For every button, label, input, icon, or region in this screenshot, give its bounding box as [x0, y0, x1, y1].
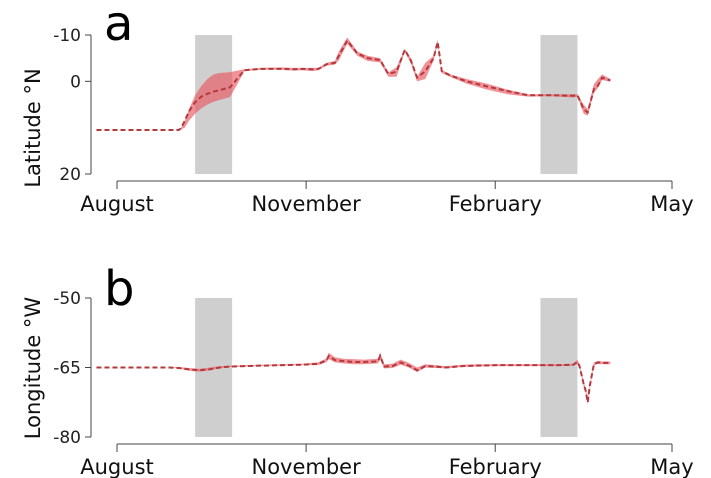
- shaded-period-2: [540, 35, 578, 174]
- panel-a-latitude: a Latitude °N -10 0 20 August November Febru…: [21, 0, 694, 216]
- x-tick-label-month: May: [650, 192, 693, 216]
- y-ticks-a: -10 0 20: [53, 26, 91, 185]
- y-tick-label: -80: [53, 428, 81, 448]
- confidence-band-a: [96, 37, 611, 130]
- shaded-periods-a: [195, 35, 578, 174]
- y-tick-label: -65: [53, 359, 81, 379]
- shaded-period-2: [540, 298, 578, 437]
- x-ticks-b: August November February May: [80, 444, 694, 478]
- x-tick-label-month: August: [80, 192, 154, 216]
- confidence-band-b: [96, 352, 611, 405]
- x-ticks-a: August November February May: [80, 181, 694, 216]
- series-line-b: [96, 353, 611, 403]
- x-tick-label-month: November: [251, 455, 361, 478]
- y-axis-title-latitude: Latitude °N: [21, 68, 45, 187]
- y-tick-label: -10: [53, 26, 81, 46]
- y-tick-label: -50: [53, 289, 81, 309]
- x-tick-label-month: November: [251, 192, 361, 216]
- y-ticks-b: -50 -65 -80: [53, 289, 91, 448]
- position-estimate-line: [96, 38, 611, 131]
- y-tick-label: 0: [70, 72, 81, 92]
- x-tick-label-month: February: [449, 192, 542, 216]
- y-tick-label: 20: [59, 165, 81, 185]
- position-estimate-line: [96, 353, 611, 403]
- x-tick-label-month: February: [449, 455, 542, 478]
- x-tick-label-month: May: [650, 455, 693, 478]
- panel-letter-a: a: [104, 0, 133, 52]
- y-axis-title-longitude: Longitude °W: [21, 297, 45, 440]
- panel-b-longitude: b Longitude °W -50 -65 -80 August November F…: [21, 261, 694, 478]
- uncertainty-band: [96, 37, 611, 130]
- x-tick-label-month: August: [80, 455, 154, 478]
- panel-letter-b: b: [104, 261, 134, 317]
- series-line-a: [96, 38, 611, 131]
- uncertainty-band: [96, 352, 611, 405]
